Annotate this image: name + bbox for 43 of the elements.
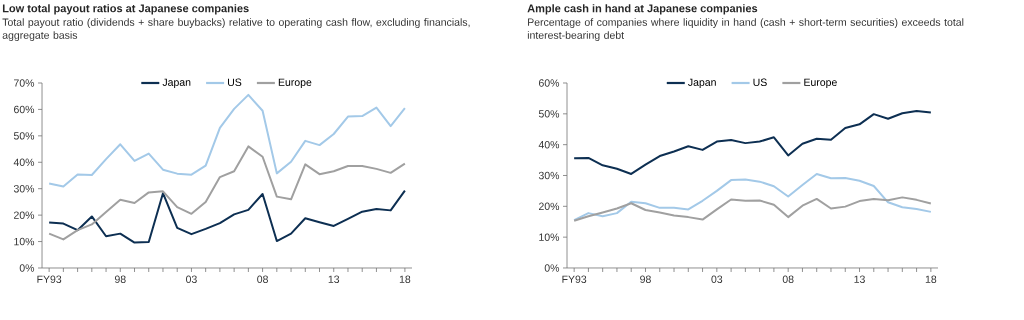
x-tick-label: 98 (640, 275, 651, 283)
line-series (573, 172, 932, 222)
x-tick-label: 13 (328, 275, 340, 283)
x-tick-label: FY93 (562, 275, 587, 283)
y-tick-label: 10% (539, 233, 560, 241)
x-tick-label: 03 (186, 275, 197, 283)
y-tick-label: 30% (13, 184, 35, 193)
x-tick-label: 13 (854, 275, 865, 283)
line-series (573, 110, 932, 175)
line-series (573, 196, 932, 222)
legend-label: Europe (278, 78, 312, 89)
y-tick-label: 20% (14, 211, 35, 219)
legend-label: Europe (804, 78, 837, 89)
x-tick-label: 18 (925, 275, 937, 283)
chart-subtitle: Total payout ratio (dividends + share buybacks) relative to operating cash flow, excluding financials, aggregate basis (2, 18, 470, 41)
x-tick-label: 98 (114, 275, 126, 283)
legend-label: US (753, 78, 767, 87)
y-tick-label: 70% (14, 79, 35, 87)
legend-label: Japan (162, 78, 191, 89)
y-tick-label: 40% (538, 140, 560, 149)
chart-title: Low total payout ratios at Japanese companies (2, 4, 249, 15)
line-series (48, 93, 406, 188)
legend-label: US (228, 78, 242, 87)
line-series (48, 189, 406, 244)
y-tick-label: 60% (14, 105, 35, 114)
x-tick-label: 08 (782, 275, 794, 283)
y-tick-label: 40% (13, 158, 35, 166)
y-tick-label: 10% (14, 237, 35, 246)
x-tick-label: 08 (257, 275, 268, 283)
y-tick-label: 60% (539, 79, 560, 87)
chart-subtitle: Percentage of companies where liquidity in hand (cash + short-term securities) exceeds total interest-bearing debt (527, 18, 964, 41)
x-tick-label: 18 (399, 275, 411, 283)
y-tick-label: 20% (539, 202, 560, 211)
x-tick-label: FY93 (37, 275, 62, 283)
y-tick-label: 50% (13, 132, 35, 140)
y-tick-label: 50% (538, 110, 560, 118)
y-tick-label: 30% (538, 171, 560, 180)
line-series (48, 145, 406, 241)
x-tick-label: 03 (711, 275, 723, 283)
y-tick-label: 0% (19, 264, 35, 272)
legend-label: Japan (688, 78, 716, 89)
chart-title: Ample cash in hand at Japanese companies (527, 4, 758, 15)
y-tick-label: 0% (544, 264, 560, 272)
